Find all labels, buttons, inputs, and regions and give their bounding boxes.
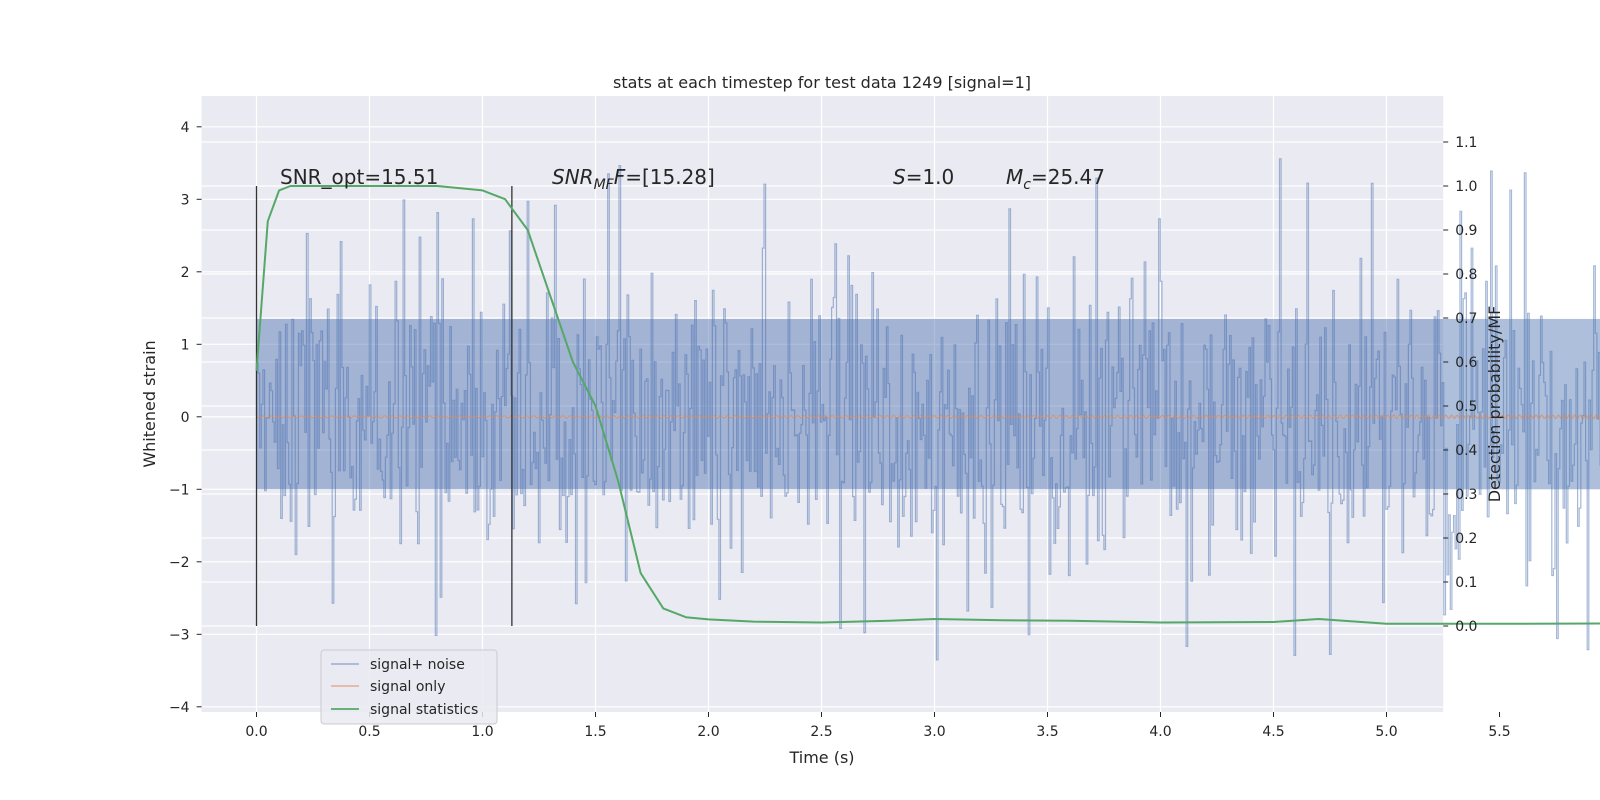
x-tick-label: 3.0 (923, 724, 945, 740)
y-tick-label: −4 (169, 700, 190, 716)
x-tick-label: 1.0 (471, 724, 493, 740)
y2-axis-title: Detection probability/MF (1485, 306, 1504, 503)
x-tick-label: 1.5 (584, 724, 606, 740)
y-axis-title: Whitened strain (140, 340, 159, 467)
annotation-snr-mf: SNRMFF=[15.28] (552, 165, 715, 193)
y2-tick-label: 1.1 (1455, 135, 1477, 151)
x-tick-label: 2.5 (810, 724, 832, 740)
mc-subscript: c (1023, 177, 1031, 193)
y2-tick-label: 0.0 (1455, 619, 1477, 635)
y-tick-label: 4 (181, 120, 190, 136)
x-tick-label: 0.5 (358, 724, 380, 740)
y-tick-label: −3 (169, 627, 190, 643)
x-tick-label: 4.5 (1262, 724, 1284, 740)
x-tick-label: 5.0 (1375, 724, 1397, 740)
annotation-mc: Mc=25.47 (1006, 165, 1105, 193)
s-value: =1.0 (906, 165, 955, 189)
stats-series-line (255, 185, 1600, 625)
snr-mf-label: SNR (552, 165, 594, 189)
y-tick-label: 3 (181, 192, 190, 208)
y2-tick-label: 0.1 (1455, 575, 1477, 591)
y-tick-label: 0 (181, 410, 190, 426)
y-tick-label: −2 (169, 555, 190, 571)
legend-label-signal: signal only (370, 679, 445, 695)
y2-tick-label: 0.9 (1455, 223, 1477, 239)
stats-series-group (255, 185, 1600, 625)
s-label: S (893, 165, 906, 189)
legend-label-noise: signal+ noise (370, 657, 465, 673)
mc-label: M (1006, 165, 1023, 189)
y2-tick-label: 0.7 (1455, 311, 1477, 327)
y-tick-label: 2 (181, 265, 190, 281)
y2-tick-label: 0.8 (1455, 267, 1477, 283)
y2-tick-label: 1.0 (1455, 179, 1477, 195)
y2-tick-label: 0.6 (1455, 355, 1477, 371)
legend-box (320, 649, 498, 725)
snr-mf-subscript: MF (594, 177, 615, 193)
y-tick-label: −1 (169, 482, 190, 498)
legend-label-stats: signal statistics (370, 702, 478, 718)
chirp-series-group (256, 413, 1600, 420)
x-tick-label: 3.5 (1036, 724, 1058, 740)
y-tick-label: 1 (181, 337, 190, 353)
x-axis-title: Time (s) (788, 748, 854, 767)
x-tick-label: 4.0 (1149, 724, 1171, 740)
annotation-snr-opt: SNR_opt=15.51 (280, 165, 438, 189)
chirp-series-line (256, 413, 1600, 420)
noise-series-line (255, 158, 1600, 661)
annotation-s: S=1.0 (893, 165, 954, 189)
y2-tick-label: 0.3 (1455, 487, 1477, 503)
y2-tick-label: 0.2 (1455, 531, 1477, 547)
x-tick-label: 5.5 (1488, 724, 1510, 740)
x-tick-label: 0.0 (245, 724, 267, 740)
y2-tick-label: 0.5 (1455, 399, 1477, 415)
noise-series-group (255, 158, 1600, 661)
legend: signal+ noise signal only signal statist… (320, 649, 498, 725)
snr-mf-value: =[15.28] (625, 165, 715, 189)
x-tick-label: 2.0 (697, 724, 719, 740)
y2-tick-label: 0.4 (1455, 443, 1477, 459)
snr-mf-f: F (614, 165, 626, 189)
mc-value: =25.47 (1031, 165, 1105, 189)
marker-lines-group (255, 186, 513, 626)
noise-series-band (256, 318, 1600, 490)
chart-title: stats at each timestep for test data 124… (613, 73, 1031, 92)
